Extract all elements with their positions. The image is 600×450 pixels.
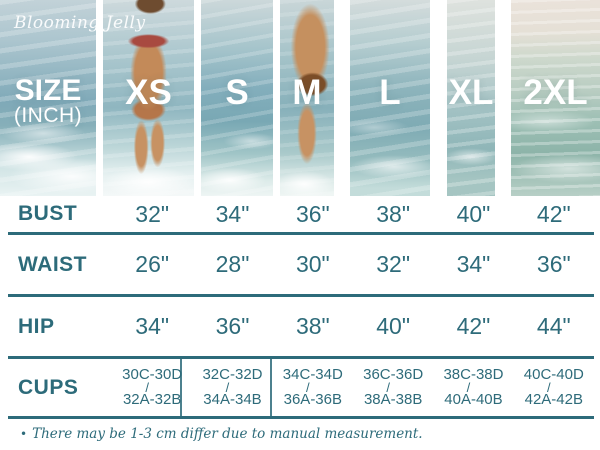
size-col-m: M <box>292 73 322 112</box>
photo-strip-l <box>350 0 430 196</box>
hip-l: 40" <box>376 313 411 339</box>
hero-photo: Blooming Jelly SIZE (INCH) XS S M L XL 2… <box>0 0 600 196</box>
cups-m: 34C-34D / 36A-36B <box>273 366 353 408</box>
measurement-footnote: • There may be 1-3 cm differ due to manua… <box>20 426 423 442</box>
cups-bottom: 34A-34B <box>203 391 262 408</box>
cups-bottom: 40A-40B <box>444 391 503 408</box>
hip-s: 36" <box>215 313 250 339</box>
size-column-header: SIZE (INCH) <box>0 74 96 128</box>
row-label-hip: HIP <box>18 314 55 338</box>
photo-strip-size <box>0 0 96 196</box>
row-divider <box>8 294 594 297</box>
waist-l: 32" <box>376 251 411 277</box>
waist-xs: 26" <box>135 251 170 277</box>
bust-l: 38" <box>376 200 411 227</box>
cups-column-divider <box>180 359 182 416</box>
bust-m: 36" <box>295 200 330 227</box>
cups-top: 40C-40D <box>523 366 584 383</box>
cups-bottom: 36A-36B <box>283 391 342 408</box>
waist-2xl: 36" <box>536 251 571 277</box>
bust-s: 34" <box>215 200 250 227</box>
row-label-waist: WAIST <box>18 252 87 276</box>
bust-xs: 32" <box>135 200 170 227</box>
cups-xl: 38C-38D / 40A-40B <box>433 366 513 408</box>
hip-xs: 34" <box>135 313 170 339</box>
row-divider <box>8 232 594 235</box>
photo-strip-2xl <box>511 0 600 196</box>
table-row-hip: HIP 34" 36" 38" 40" 42" 44" <box>0 297 594 356</box>
cups-bottom: 32A-32B <box>122 391 182 408</box>
row-divider <box>8 416 594 419</box>
cups-slash: / <box>225 380 230 395</box>
row-label-bust: BUST <box>18 202 78 225</box>
size-label: SIZE <box>14 74 82 107</box>
cups-top: 34C-34D <box>282 366 343 383</box>
cups-top: 30C-30D <box>122 366 183 383</box>
waist-xl: 34" <box>456 251 491 277</box>
unit-label: (INCH) <box>13 104 83 127</box>
size-col-xs: XS <box>125 73 172 112</box>
photo-strip-m <box>280 0 334 196</box>
cups-s: 32C-32D / 34A-34B <box>192 366 272 408</box>
cups-slash: / <box>546 380 551 395</box>
cups-slash: / <box>386 380 390 395</box>
footnote-bullet: • <box>20 427 28 441</box>
cups-top: 36C-36D <box>363 366 424 383</box>
waist-m: 30" <box>295 251 330 277</box>
table-row-bust: BUST 32" 34" 36" 38" 40" 42" <box>0 196 594 232</box>
cups-l: 36C-36D / 38A-38B <box>353 366 433 408</box>
photo-strip-xl <box>447 0 495 196</box>
row-divider <box>8 356 594 359</box>
cups-top: 32C-32D <box>202 366 263 383</box>
size-col-l: L <box>379 73 401 112</box>
cups-xs: 30C-30D / 32A-32B <box>112 366 192 408</box>
cups-slash: / <box>145 380 149 395</box>
table-row-cups: CUPS 30C-30D / 32A-32B 32C-32D / 34A-34B… <box>0 359 594 416</box>
bust-xl: 40" <box>456 200 491 227</box>
brand-logo: Blooming Jelly <box>14 13 146 33</box>
size-col-2xl: 2XL <box>523 73 588 112</box>
hip-2xl: 44" <box>536 313 571 339</box>
photo-strip-s <box>201 0 273 196</box>
bust-2xl: 42" <box>536 200 571 227</box>
cups-bottom: 42A-42B <box>524 391 583 408</box>
waist-s: 28" <box>215 251 250 277</box>
table-row-waist: WAIST 26" 28" 30" 32" 34" 36" <box>0 235 594 294</box>
cups-slash: / <box>466 380 471 395</box>
cups-top: 38C-38D <box>443 366 504 383</box>
footnote-text: There may be 1-3 cm differ due to manual… <box>32 426 423 442</box>
hip-m: 38" <box>295 313 330 339</box>
cups-bottom: 38A-38B <box>363 391 423 408</box>
cups-column-divider <box>270 359 272 416</box>
size-col-xl: XL <box>448 73 494 112</box>
size-col-s: S <box>225 73 249 112</box>
hip-xl: 42" <box>456 313 491 339</box>
cups-slash: / <box>306 380 310 395</box>
photo-strip-xs <box>103 0 194 196</box>
cups-2xl: 40C-40D / 42A-42B <box>514 366 594 408</box>
row-label-cups: CUPS <box>18 375 79 399</box>
